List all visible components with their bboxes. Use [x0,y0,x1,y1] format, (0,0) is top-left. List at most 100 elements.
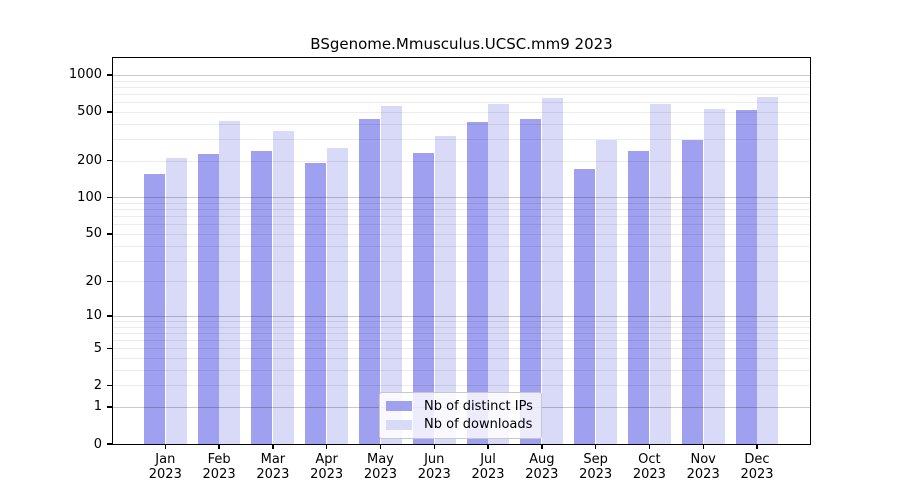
gridline-minor [113,326,810,328]
bar-distinct-ips [574,169,596,444]
x-tick-month: Aug [529,452,555,467]
x-tick-label: Nov 2023 [675,452,731,482]
bar-distinct-ips [681,140,703,444]
bar-downloads [488,104,510,444]
plot-area [113,58,810,444]
gridline-minor [113,233,810,235]
y-tick-label: 200 [77,153,102,169]
x-tick-year: 2023 [686,467,720,482]
bar-distinct-ips [197,154,219,444]
bar-distinct-ips [143,174,165,444]
legend-item-label: Nb of downloads [424,417,533,433]
y-tick-label: 100 [77,189,102,205]
legend: Nb of distinct IPs Nb of downloads [379,392,542,439]
bar-downloads [542,98,564,444]
y-tick-label: 10 [85,308,102,324]
gridline-minor [113,281,810,283]
x-tick-mark [702,444,704,449]
x-tick-mark [379,444,382,449]
x-tick-month: Dec [744,452,770,467]
y-tick-label: 20 [85,273,102,289]
gridline-minor [113,340,810,342]
gridline-major [113,197,810,199]
gridline-minor [113,260,810,262]
gridline-minor [113,369,810,371]
bar-distinct-ips [412,153,434,444]
x-tick-label: Oct 2023 [621,452,677,482]
x-tick-year: 2023 [363,467,397,482]
y-tick-label: 50 [85,226,102,242]
bar-downloads [703,108,725,444]
y-tick-mark [106,233,113,235]
gridline-minor [113,80,810,82]
x-tick-label: Jun 2023 [406,452,462,482]
gridline-minor [113,160,810,162]
x-tick-year: 2023 [310,467,344,482]
x-tick-label: Jul 2023 [460,452,516,482]
gridline-minor [113,348,810,350]
bar-downloads [273,130,295,444]
bar-distinct-ips [520,119,542,444]
y-tick-mark [106,111,113,113]
x-tick-label: Apr 2023 [299,452,355,482]
bar-downloads [596,140,618,444]
x-tick-label: Feb 2023 [191,452,247,482]
y-tick-label: 500 [77,104,102,120]
y-tick-mark [106,315,113,317]
y-tick-mark [106,74,113,76]
y-tick-mark [106,196,113,199]
gridline-minor [113,332,810,334]
gridline-minor [113,86,810,88]
x-tick-month: Jan [155,452,176,467]
bar-distinct-ips [735,110,757,444]
x-tick-month: Nov [690,452,716,467]
legend-item: Nb of distinct IPs [386,397,535,416]
x-tick-mark [272,444,274,449]
x-tick-year: 2023 [148,467,182,482]
y-tick-label: 2 [93,377,102,393]
gridline-minor [113,358,810,360]
gridline-minor [113,224,810,226]
x-tick-year: 2023 [579,467,613,482]
x-tick-mark [648,444,651,449]
x-tick-mark [433,444,435,449]
x-tick-month: Sep [583,452,608,467]
bar-distinct-ips [251,151,273,444]
x-tick-month: Jun [424,452,445,467]
gridline-minor [113,111,810,113]
y-tick-mark [106,443,113,445]
x-tick-mark [541,444,543,449]
x-tick-year: 2023 [471,467,505,482]
legend-swatch-downloads [386,419,412,430]
x-tick-label: May 2023 [352,452,408,482]
bar-downloads [757,96,779,444]
bar-downloads [165,158,187,444]
y-tick-label: 0 [93,436,102,452]
y-tick-mark [106,384,113,386]
y-tick-mark [106,406,113,408]
gridline-minor [113,203,810,205]
x-tick-mark [594,444,597,449]
x-tick-year: 2023 [632,467,666,482]
x-tick-label: Dec 2023 [729,452,785,482]
x-tick-year: 2023 [417,467,451,482]
bar-distinct-ips [359,119,381,444]
bar-distinct-ips [466,121,488,444]
x-tick-month: Jul [480,452,496,467]
y-tick-label: 5 [93,340,102,356]
bar-downloads [649,104,671,444]
x-tick-label: Sep 2023 [568,452,624,482]
gridline-minor [113,209,810,211]
bar-downloads [380,105,402,444]
bar-downloads [327,147,349,444]
x-tick-month: Feb [207,452,231,467]
x-tick-mark [487,444,489,449]
y-tick-mark [106,160,113,162]
gridline-minor [113,102,810,104]
bar-distinct-ips [305,163,327,444]
gridline-major [113,74,810,76]
x-tick-label: Aug 2023 [514,452,570,482]
bar-downloads [219,121,241,444]
y-tick-mark [106,280,113,283]
x-tick-month: May [367,452,394,467]
